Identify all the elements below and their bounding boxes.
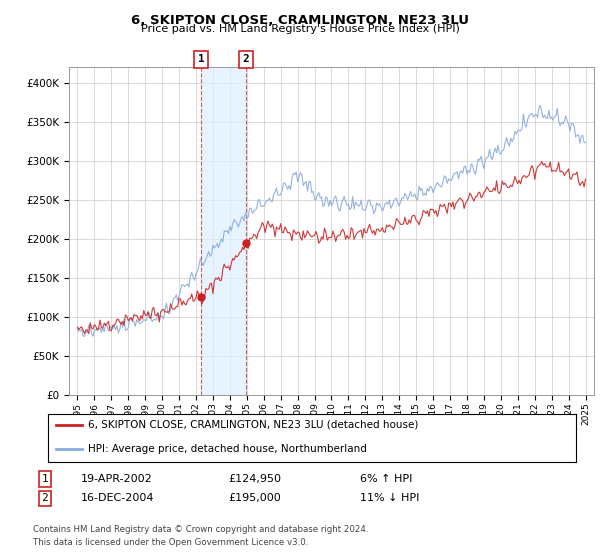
Text: HPI: Average price, detached house, Northumberland: HPI: Average price, detached house, Nort… — [88, 444, 367, 454]
Bar — [201, 67, 246, 395]
Text: 19-APR-2002: 19-APR-2002 — [81, 474, 153, 484]
Text: 6, SKIPTON CLOSE, CRAMLINGTON, NE23 3LU (detached house): 6, SKIPTON CLOSE, CRAMLINGTON, NE23 3LU … — [88, 420, 418, 430]
Text: £195,000: £195,000 — [228, 493, 281, 503]
Text: 2: 2 — [41, 493, 49, 503]
Text: 6, SKIPTON CLOSE, CRAMLINGTON, NE23 3LU: 6, SKIPTON CLOSE, CRAMLINGTON, NE23 3LU — [131, 14, 469, 27]
Text: 11% ↓ HPI: 11% ↓ HPI — [360, 493, 419, 503]
Text: Contains HM Land Registry data © Crown copyright and database right 2024.
This d: Contains HM Land Registry data © Crown c… — [33, 525, 368, 547]
Text: Price paid vs. HM Land Registry's House Price Index (HPI): Price paid vs. HM Land Registry's House … — [140, 24, 460, 34]
Text: £124,950: £124,950 — [228, 474, 281, 484]
Text: 1: 1 — [197, 54, 205, 64]
Text: 16-DEC-2004: 16-DEC-2004 — [81, 493, 155, 503]
Text: 2: 2 — [243, 54, 250, 64]
Text: 6% ↑ HPI: 6% ↑ HPI — [360, 474, 412, 484]
Text: 1: 1 — [41, 474, 49, 484]
